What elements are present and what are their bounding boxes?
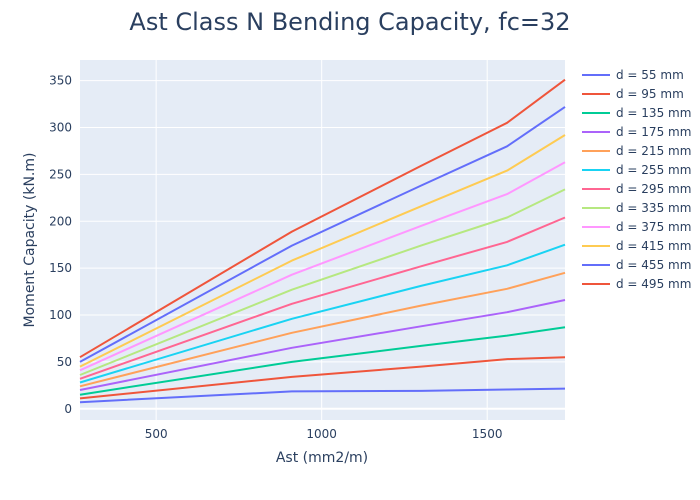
y-tick-labels: 0 50 100 150 200 250 300 350 — [49, 74, 72, 416]
legend-item[interactable]: d = 255 mm — [582, 163, 691, 177]
y-tick-label: 0 — [64, 402, 72, 416]
y-axis-title: Moment Capacity (kN.m) — [22, 153, 38, 328]
chart-title: Ast Class N Bending Capacity, fc=32 — [129, 8, 570, 36]
x-tick-label: 1500 — [472, 427, 503, 441]
legend-item[interactable]: d = 55 mm — [582, 68, 684, 82]
legend-item[interactable]: d = 495 mm — [582, 277, 691, 291]
series-line-10 — [79, 134, 566, 368]
x-axis-title: Ast (mm2/m) — [276, 450, 368, 466]
legend-item[interactable]: d = 415 mm — [582, 239, 691, 253]
legend-label: d = 295 mm — [616, 182, 691, 196]
legend-label: d = 175 mm — [616, 125, 691, 139]
y-tick-label: 200 — [49, 214, 72, 228]
series-line-1 — [79, 387, 566, 404]
legend-item[interactable]: d = 455 mm — [582, 258, 691, 272]
legend-label: d = 95 mm — [616, 87, 684, 101]
legend-item[interactable]: d = 295 mm — [582, 182, 691, 196]
legend-label: d = 375 mm — [616, 220, 691, 234]
series-line-7 — [79, 216, 566, 380]
x-tick-label: 500 — [145, 427, 168, 441]
y-tick-label: 350 — [49, 74, 72, 88]
legend-label: d = 455 mm — [616, 258, 691, 272]
x-tick-labels: 500 1000 1500 — [145, 427, 503, 441]
x-tick-label: 1000 — [306, 427, 337, 441]
y-tick-label: 250 — [49, 167, 72, 181]
legend-label: d = 415 mm — [616, 239, 691, 253]
y-tick-label: 300 — [49, 121, 72, 135]
series-line-8 — [79, 188, 566, 376]
legend-item[interactable]: d = 335 mm — [582, 201, 691, 215]
series-line-11 — [79, 106, 566, 363]
legend-label: d = 215 mm — [616, 144, 691, 158]
series-line-3 — [79, 326, 566, 396]
series-line-5 — [79, 271, 566, 388]
legend-label: d = 55 mm — [616, 68, 684, 82]
legend[interactable]: d = 55 mm d = 95 mm d = 135 mm d = 175 mm d … — [582, 68, 691, 291]
legend-item[interactable]: d = 175 mm — [582, 125, 691, 139]
series-line-9 — [79, 161, 566, 372]
series-line-6 — [79, 243, 566, 384]
series-line-12 — [79, 78, 566, 359]
legend-label: d = 335 mm — [616, 201, 691, 215]
y-tick-label: 150 — [49, 261, 72, 275]
series-line-2 — [79, 356, 566, 400]
legend-item[interactable]: d = 375 mm — [582, 220, 691, 234]
y-tick-label: 100 — [49, 308, 72, 322]
legend-item[interactable]: d = 215 mm — [582, 144, 691, 158]
legend-label: d = 495 mm — [616, 277, 691, 291]
plot-background — [80, 60, 565, 420]
y-gridlines — [80, 80, 565, 410]
legend-item[interactable]: d = 95 mm — [582, 87, 684, 101]
legend-label: d = 135 mm — [616, 106, 691, 120]
series-lines — [79, 78, 566, 404]
y-tick-label: 50 — [57, 355, 72, 369]
legend-label: d = 255 mm — [616, 163, 691, 177]
series-line-4 — [79, 299, 566, 391]
legend-item[interactable]: d = 135 mm — [582, 106, 691, 120]
